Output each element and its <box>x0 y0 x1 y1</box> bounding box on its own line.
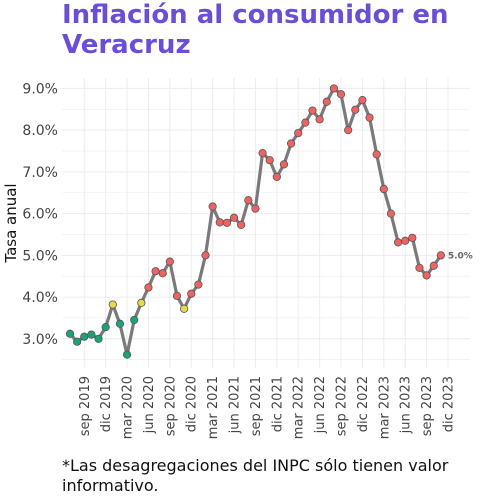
data-point <box>258 149 267 158</box>
data-point <box>279 160 289 169</box>
y-tick-label: 5.0% <box>22 248 58 264</box>
data-point <box>393 238 403 247</box>
data-point <box>372 150 381 159</box>
x-tick-label: jun 2020 <box>142 376 157 434</box>
data-point <box>80 332 89 341</box>
x-tick-label: sep 2023 <box>420 376 435 436</box>
data-point <box>229 213 239 222</box>
data-point <box>151 267 160 276</box>
x-tick-label: mar 2022 <box>292 376 307 439</box>
data-point <box>315 115 324 124</box>
data-point <box>215 218 224 227</box>
data-point <box>222 218 232 227</box>
data-point <box>194 280 203 289</box>
x-tick-label: sep 2022 <box>335 376 350 436</box>
y-tick-label: 9.0% <box>22 81 58 97</box>
footnote: *Las desagregaciones del INPC sólo tiene… <box>62 456 449 495</box>
y-tick-label: 3.0% <box>22 332 58 348</box>
x-tick-label: sep 2020 <box>163 376 178 436</box>
gridlines <box>62 78 470 368</box>
y-tick-label: 8.0% <box>22 123 58 139</box>
data-point <box>208 202 217 211</box>
x-tick-label: sep 2019 <box>78 376 93 436</box>
data-point <box>265 156 274 165</box>
data-point <box>386 209 396 218</box>
x-tick-label: jun 2023 <box>399 376 414 434</box>
data-point <box>286 139 296 148</box>
data-point <box>108 300 117 309</box>
data-point <box>237 220 246 229</box>
data-point <box>429 261 438 270</box>
data-point <box>158 269 167 278</box>
data-point <box>251 204 260 213</box>
x-tick-label: dic 2019 <box>99 376 114 432</box>
data-point <box>187 289 196 298</box>
x-tick-label: sep 2021 <box>249 376 264 436</box>
y-tick-label: 7.0% <box>22 165 58 181</box>
end-value-label: 5.0% <box>448 251 473 261</box>
x-tick-label: jun 2021 <box>228 376 243 434</box>
data-point <box>244 196 253 205</box>
data-point <box>358 96 367 105</box>
data-point <box>365 113 374 122</box>
data-point <box>130 315 139 325</box>
chart-title: Inflación al consumidor en Veracruz <box>62 0 449 60</box>
data-point <box>436 251 445 260</box>
data-point <box>180 304 189 313</box>
data-point <box>408 233 417 242</box>
x-tick-label: mar 2020 <box>121 376 136 439</box>
data-point <box>272 172 281 181</box>
data-point <box>172 291 182 300</box>
y-tick-label: 4.0% <box>22 290 58 306</box>
data-point <box>301 118 310 127</box>
data-point <box>115 319 125 328</box>
y-axis-label: Tasa anual <box>2 183 20 263</box>
data-point <box>308 106 317 115</box>
data-point <box>422 271 431 280</box>
y-axis-ticks: 3.0% 4.0% 5.0% 6.0% 7.0% 8.0% 9.0% <box>22 81 58 347</box>
data-point <box>379 184 388 194</box>
data-point <box>65 329 75 338</box>
data-point <box>329 84 338 93</box>
x-tick-label: jun 2022 <box>313 376 328 434</box>
x-tick-label: dic 2022 <box>356 376 371 432</box>
x-axis-ticks: sep 2019 dic 2019 mar 2020 jun 2020 sep 2020… <box>78 376 457 439</box>
data-points <box>65 84 445 359</box>
data-point <box>401 236 410 245</box>
data-point <box>137 298 146 308</box>
data-point <box>73 337 82 346</box>
x-tick-label: dic 2021 <box>270 376 285 432</box>
data-point <box>201 251 210 260</box>
data-point <box>351 105 360 114</box>
data-point <box>94 334 103 343</box>
data-point <box>165 257 174 266</box>
x-tick-label: dic 2023 <box>442 376 457 432</box>
data-point <box>87 330 96 339</box>
x-tick-label: mar 2021 <box>206 376 221 439</box>
x-tick-label: dic 2020 <box>185 376 200 432</box>
x-tick-label: mar 2023 <box>377 376 392 439</box>
data-point <box>294 128 303 138</box>
data-point <box>101 323 110 332</box>
data-point <box>144 283 153 292</box>
data-point <box>415 263 424 272</box>
data-point <box>322 97 331 106</box>
data-point <box>122 350 132 359</box>
data-point <box>336 90 346 99</box>
data-point <box>344 126 353 135</box>
y-tick-label: 6.0% <box>22 207 58 223</box>
